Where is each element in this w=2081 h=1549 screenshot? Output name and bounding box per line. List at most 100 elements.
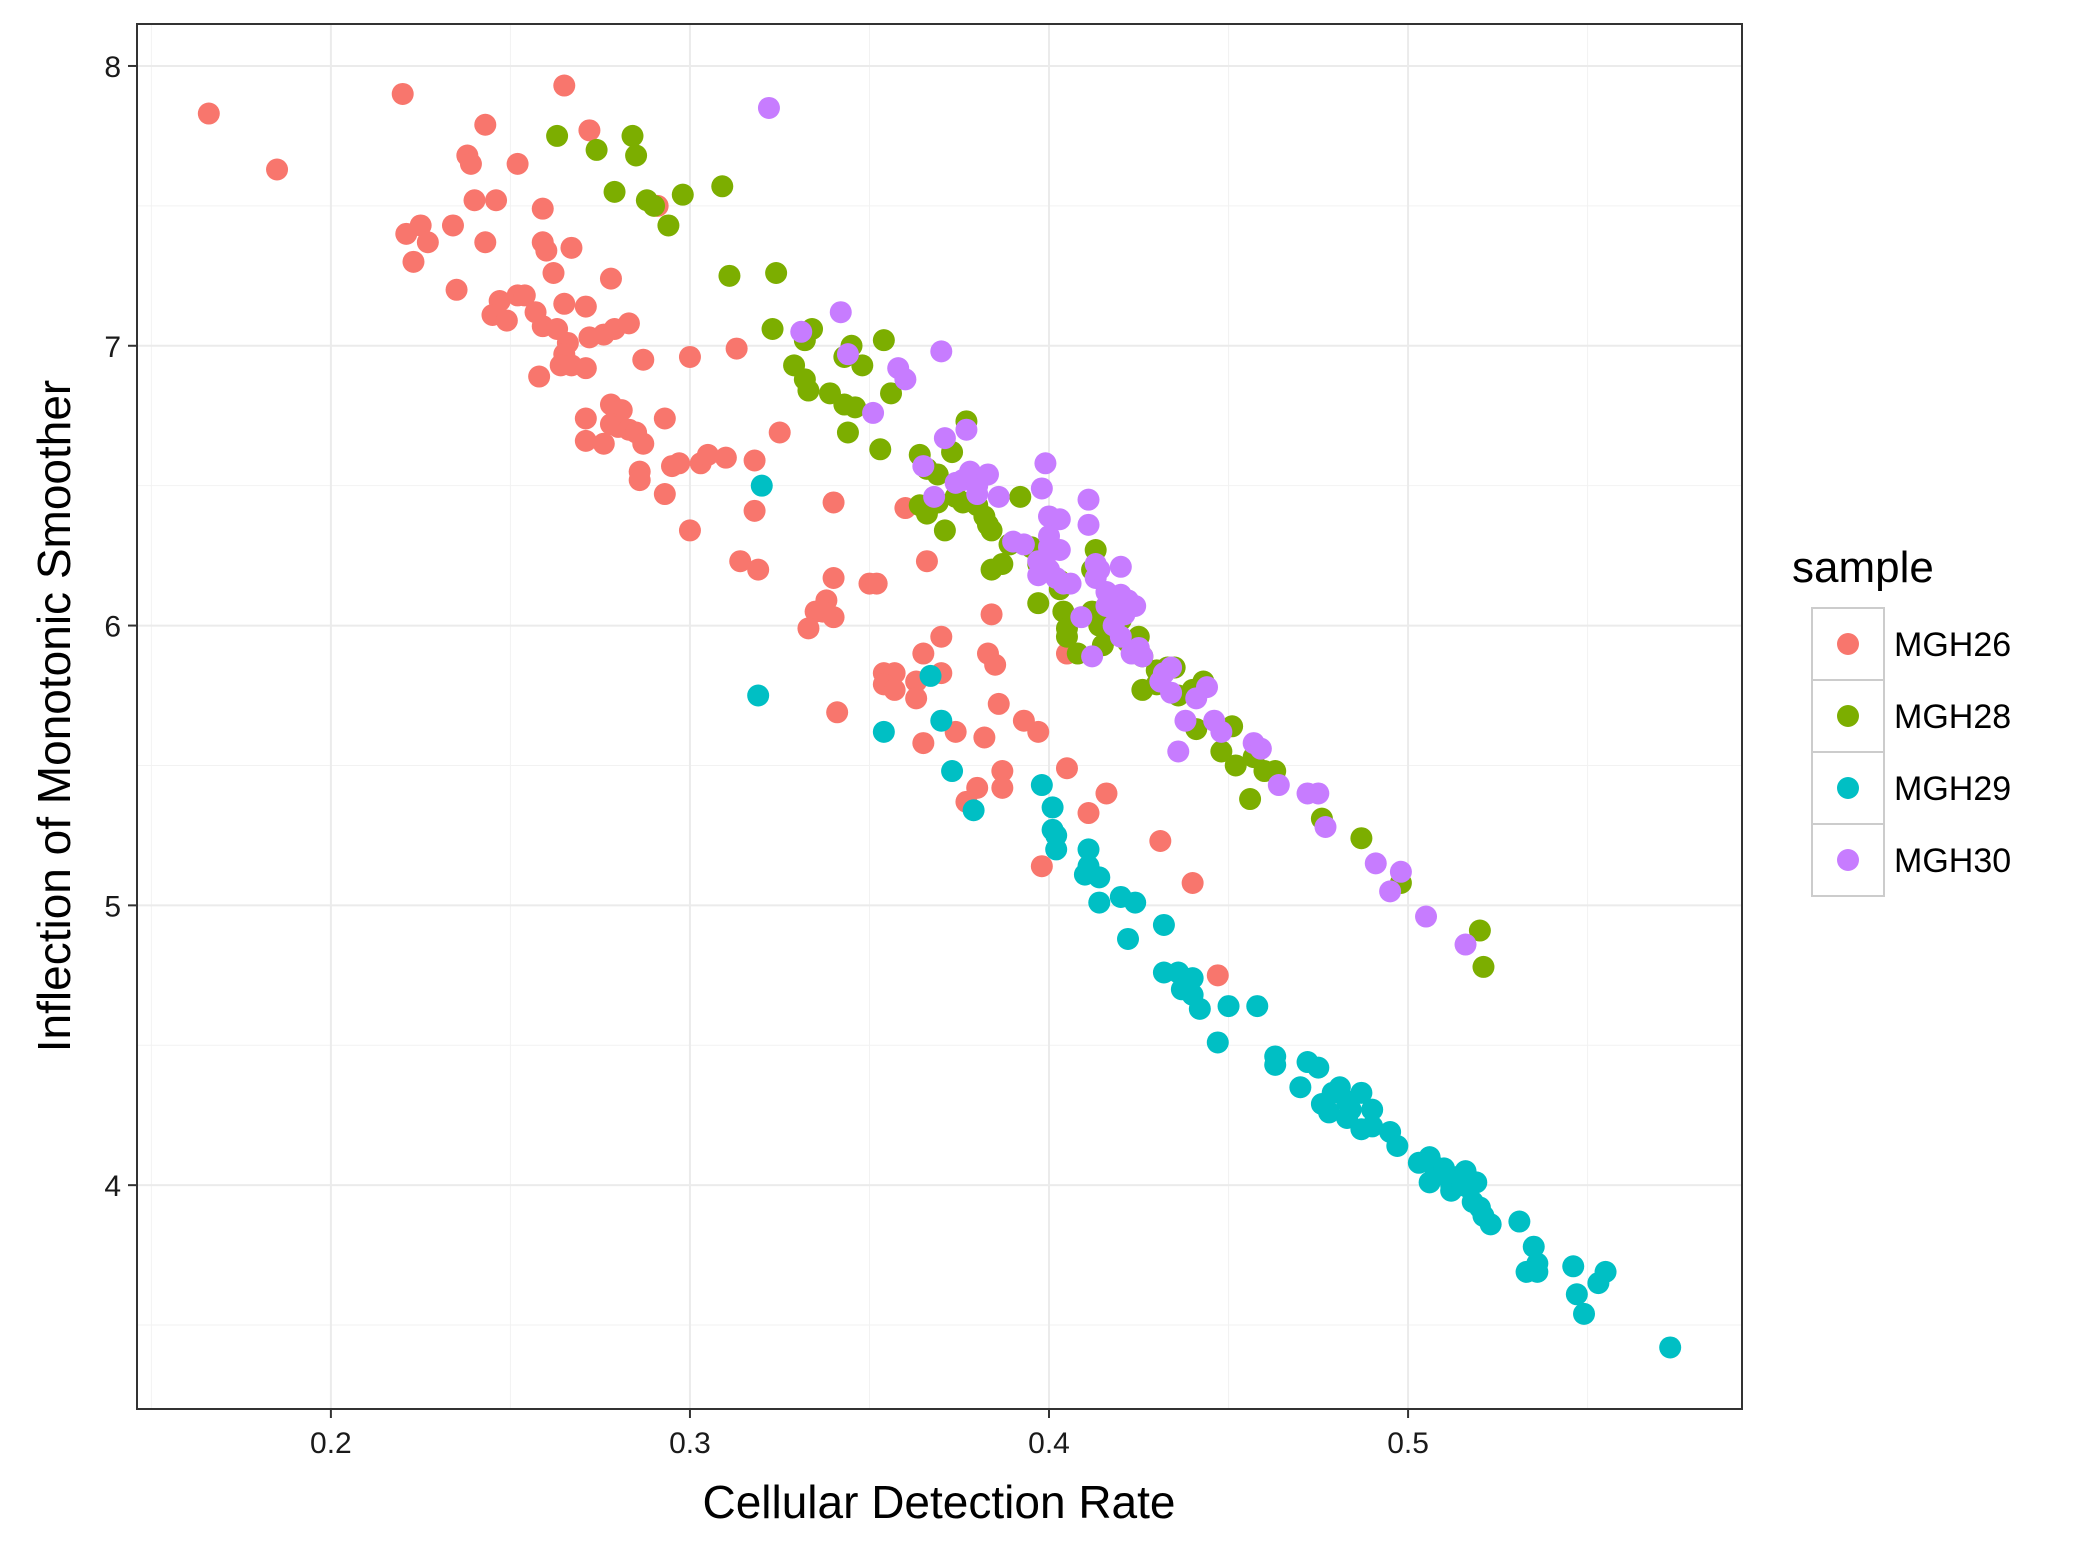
data-point (991, 776, 1014, 799)
data-point (980, 519, 1003, 542)
data-point (513, 284, 536, 307)
data-point (912, 455, 935, 478)
x-axis-title: Cellular Detection Rate (702, 1476, 1175, 1528)
data-point (1565, 1283, 1588, 1306)
data-point (912, 642, 935, 665)
y-tick-label: 4 (104, 1170, 121, 1203)
data-point (905, 687, 928, 710)
data-point (1289, 1076, 1312, 1099)
data-point (894, 368, 917, 391)
data-point (463, 189, 486, 212)
data-point (402, 250, 425, 273)
data-point (725, 337, 748, 360)
data-point (984, 653, 1007, 676)
data-point (747, 558, 770, 581)
data-point (1210, 720, 1233, 743)
data-point (1479, 1213, 1502, 1236)
data-point (714, 446, 737, 469)
data-point (836, 421, 859, 444)
data-point (621, 124, 644, 147)
plot-panel-border (136, 23, 1743, 1410)
legend-item-mgh26: MGH26 (1811, 607, 2011, 681)
data-point (1117, 927, 1140, 950)
legend-items: MGH26 MGH28 MGH29 MGH30 (1811, 607, 2011, 897)
data-point (657, 214, 680, 237)
legend-item-mgh28: MGH28 (1811, 679, 2011, 753)
data-point (980, 603, 1003, 626)
data-point (1034, 452, 1057, 475)
data-point (1152, 913, 1175, 936)
data-point (574, 407, 597, 430)
data-point (1088, 558, 1111, 581)
data-points (197, 74, 1682, 1359)
data-point (869, 438, 892, 461)
data-point (1206, 964, 1229, 987)
data-point (1027, 592, 1050, 615)
data-point (919, 664, 942, 687)
data-point (495, 309, 518, 332)
data-point (1239, 788, 1262, 811)
data-point (1573, 1302, 1596, 1325)
data-point (822, 606, 845, 629)
data-point (1522, 1235, 1545, 1258)
data-point (1048, 508, 1071, 531)
legend-key-marker (1837, 633, 1859, 655)
data-point (836, 343, 859, 366)
data-point (933, 427, 956, 450)
data-point (416, 231, 439, 254)
data-point (1167, 740, 1190, 763)
data-point (987, 485, 1010, 508)
legend-label: MGH26 (1894, 626, 2011, 664)
data-point (1088, 891, 1111, 914)
data-point (1077, 513, 1100, 536)
series-mgh29 (747, 474, 1682, 1359)
data-point (973, 726, 996, 749)
data-point (1027, 720, 1050, 743)
data-point (1307, 782, 1330, 805)
data-point (628, 469, 651, 492)
data-point (391, 82, 414, 105)
data-point (862, 401, 885, 424)
data-point (1052, 600, 1075, 623)
data-point (1113, 603, 1136, 626)
data-point (1109, 555, 1132, 578)
data-point (578, 119, 601, 142)
data-point (574, 357, 597, 380)
data-point (1350, 827, 1373, 850)
legend: sample MGH26 MGH28 MGH29 MGH30 (1792, 543, 2011, 897)
legend-key-marker (1837, 705, 1859, 727)
data-point (459, 152, 482, 175)
data-point (585, 138, 608, 161)
data-point (1217, 995, 1240, 1018)
data-point (915, 502, 938, 525)
data-point (844, 396, 867, 419)
data-point (445, 278, 468, 301)
data-point (1386, 1134, 1409, 1157)
data-point (1454, 933, 1477, 956)
data-point (474, 113, 497, 136)
data-point (1160, 681, 1183, 704)
legend-key-box (1811, 607, 1885, 681)
data-point (822, 567, 845, 589)
legend-item-mgh29: MGH29 (1811, 751, 2011, 825)
data-point (542, 262, 565, 285)
data-point (696, 443, 719, 466)
data-point (1249, 737, 1272, 760)
data-point (966, 483, 989, 506)
data-point (1361, 1098, 1384, 1121)
data-point (1077, 838, 1100, 861)
data-point (409, 214, 432, 237)
data-point (535, 239, 558, 262)
data-point (1181, 871, 1204, 894)
data-point (441, 214, 464, 237)
data-point (718, 264, 741, 287)
data-point (865, 572, 888, 595)
data-point (872, 720, 895, 743)
data-point (531, 197, 554, 220)
data-point (1562, 1255, 1585, 1278)
data-point (643, 194, 666, 217)
data-point (765, 262, 788, 285)
data-point (743, 499, 766, 522)
data-point (553, 292, 576, 315)
data-point (1267, 774, 1290, 797)
